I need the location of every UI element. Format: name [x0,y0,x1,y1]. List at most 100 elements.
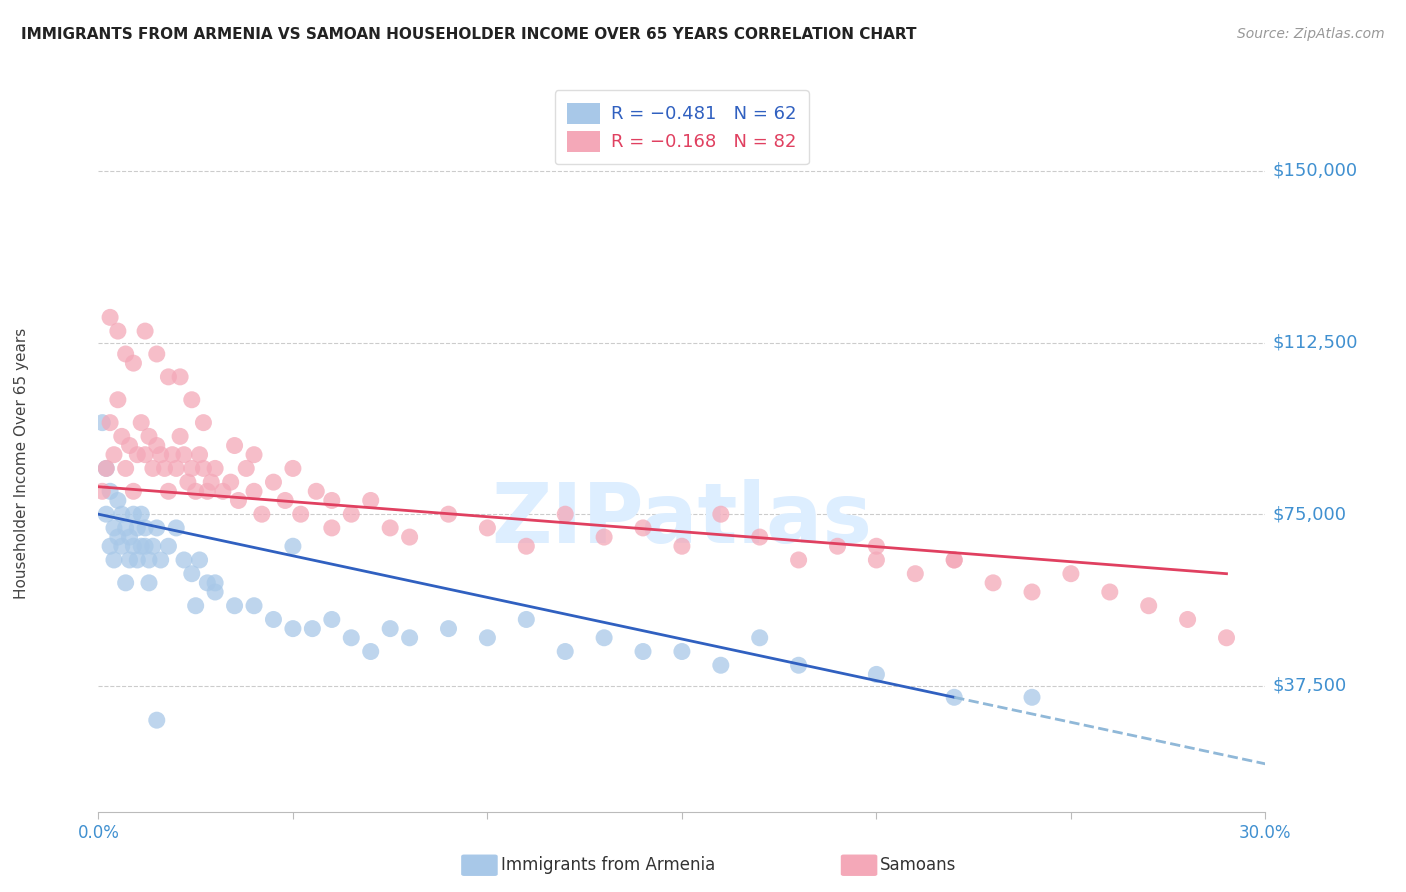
Point [107,530,129,544]
Point [943,690,966,705]
Point [340,507,363,521]
Point [281,461,304,475]
Point [1060,566,1083,581]
Point [91,484,114,499]
Point [904,566,927,581]
Point [204,461,226,475]
Text: $112,500: $112,500 [1272,334,1358,351]
Point [671,644,693,658]
Point [1098,585,1121,599]
Point [146,521,169,535]
Point [321,612,343,626]
Point [122,356,145,370]
Point [437,622,460,636]
Point [107,324,129,338]
Point [149,448,172,462]
Point [865,667,887,681]
Point [243,599,266,613]
Point [671,539,693,553]
Point [398,631,420,645]
Point [787,553,810,567]
Point [477,521,499,535]
Point [129,507,152,521]
Point [981,575,1004,590]
Point [157,369,180,384]
Point [118,438,141,452]
Point [122,539,145,553]
Point [98,484,121,499]
Point [943,553,966,567]
Point [219,475,242,490]
Point [274,493,297,508]
Text: $75,000: $75,000 [1272,505,1347,524]
Point [127,553,149,567]
Point [111,507,134,521]
Point [224,438,246,452]
Text: $150,000: $150,000 [1272,161,1358,180]
Point [96,507,118,521]
Point [114,575,136,590]
Point [180,392,202,407]
Point [710,658,733,673]
Point [134,521,156,535]
Point [122,484,145,499]
Point [710,507,733,521]
Point [204,575,226,590]
Point [281,622,304,636]
Point [1021,690,1043,705]
Point [180,566,202,581]
Legend: R = −0.481   N = 62, R = −0.168   N = 82: R = −0.481 N = 62, R = −0.168 N = 82 [555,90,808,164]
Point [301,622,323,636]
Point [96,461,118,475]
Point [103,521,125,535]
Point [162,448,184,462]
Point [129,416,152,430]
Point [787,658,810,673]
Point [138,575,160,590]
Point [96,461,118,475]
Point [138,429,160,443]
Point [98,416,121,430]
Point [515,612,537,626]
Point [122,507,145,521]
Point [127,521,149,535]
Point [865,553,887,567]
Point [748,631,770,645]
Point [1177,612,1199,626]
Point [200,475,222,490]
Point [188,553,211,567]
Text: Householder Income Over 65 years: Householder Income Over 65 years [14,328,28,599]
Point [281,539,304,553]
Point [149,553,172,567]
Point [146,438,169,452]
Point [340,631,363,645]
Point [165,461,187,475]
Point [169,429,191,443]
Point [98,539,121,553]
Point [321,493,343,508]
Text: IMMIGRANTS FROM ARMENIA VS SAMOAN HOUSEHOLDER INCOME OVER 65 YEARS CORRELATION C: IMMIGRANTS FROM ARMENIA VS SAMOAN HOUSEH… [21,27,917,42]
Point [827,539,849,553]
Point [224,599,246,613]
Point [360,493,382,508]
Text: Immigrants from Armenia: Immigrants from Armenia [501,856,714,874]
Point [631,521,654,535]
Point [1215,631,1237,645]
Point [142,539,165,553]
Point [111,539,134,553]
Point [290,507,312,521]
Text: ZIPatlas: ZIPatlas [492,479,872,560]
Point [748,530,770,544]
Point [243,484,266,499]
Point [235,461,257,475]
Point [188,448,211,462]
Point [593,530,616,544]
Point [212,484,235,499]
Point [477,631,499,645]
Point [195,575,218,590]
Point [631,644,654,658]
Point [169,369,191,384]
Point [398,530,420,544]
Point [153,461,176,475]
Point [107,392,129,407]
